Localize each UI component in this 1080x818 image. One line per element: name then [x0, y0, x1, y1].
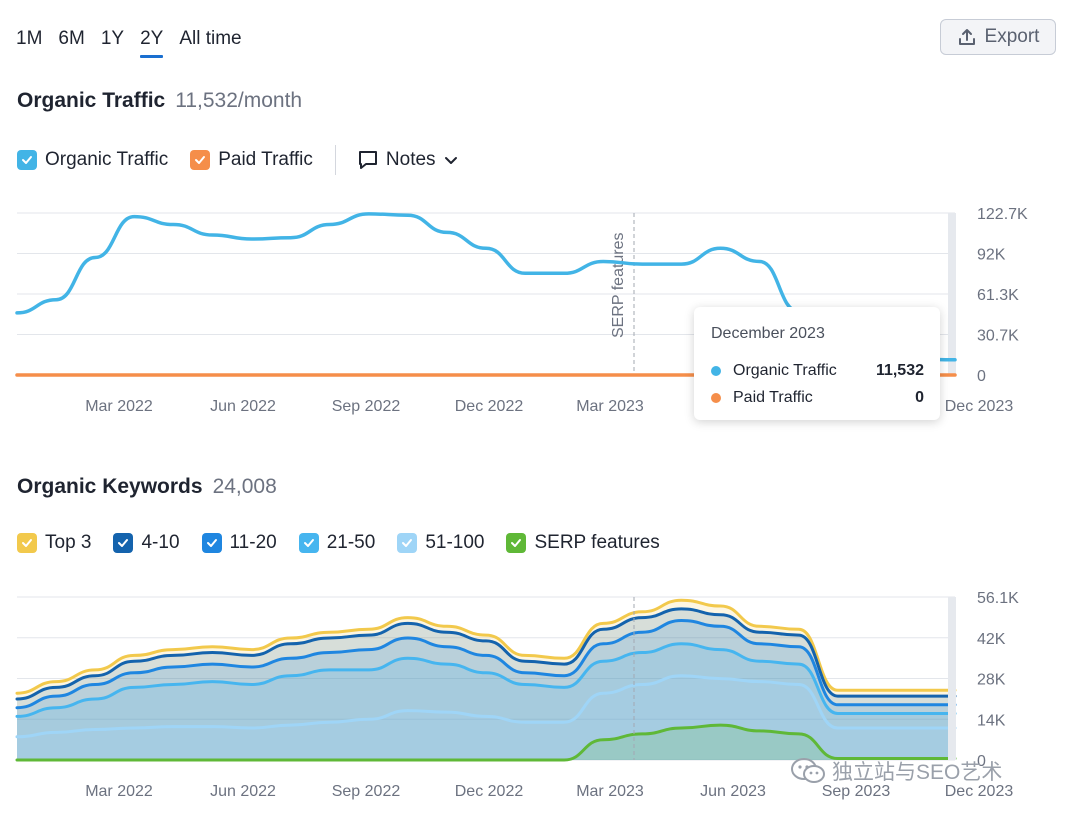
range-tab-1y[interactable]: 1Y — [100, 28, 125, 49]
keywords-legend: Top 3 4-10 11-20 21-50 51-100 SERP features — [17, 532, 682, 554]
notes-dropdown[interactable]: Notes — [358, 149, 458, 171]
x-tick-label: Mar 2022 — [85, 783, 153, 800]
checkbox-checked-icon — [17, 533, 37, 553]
range-tab-2y[interactable]: 2Y — [132, 26, 171, 58]
x-tick-label: Mar 2023 — [576, 783, 644, 800]
legend-label: Paid Traffic — [218, 149, 313, 170]
checkbox-checked-icon — [17, 150, 37, 170]
comment-icon — [358, 151, 377, 169]
chart-scroll-edge — [948, 213, 956, 375]
notes-label: Notes — [385, 149, 436, 170]
series-area-serp-features — [17, 725, 955, 760]
legend-label: SERP features — [534, 532, 660, 553]
legend-label: 51-100 — [425, 532, 485, 553]
traffic-title: Organic Traffic — [17, 89, 166, 112]
chart-scroll-edge — [948, 597, 956, 760]
checkbox-checked-icon — [201, 533, 222, 553]
y-tick-label: 42K — [977, 631, 1006, 648]
x-tick-label: Sep 2022 — [332, 783, 401, 800]
traffic-heading: Organic Traffic 11,532/month — [17, 89, 302, 113]
y-tick-label: 14K — [977, 712, 1006, 729]
series-area-top-3 — [17, 600, 955, 760]
traffic-value: 11,532/month — [175, 89, 303, 112]
tooltip-value: 0 — [915, 388, 924, 406]
checkbox-checked-icon — [397, 533, 418, 553]
range-tab-6m[interactable]: 6M — [58, 28, 85, 49]
y-tick-label: 122.7K — [977, 206, 1028, 223]
tooltip-label: Organic Traffic — [733, 361, 837, 379]
checkbox-checked-icon — [506, 533, 527, 553]
legend-label: Top 3 — [45, 532, 92, 553]
traffic-legend: Organic Traffic Paid Traffic Notes — [17, 145, 458, 175]
legend-paid-traffic[interactable]: Paid Traffic — [190, 149, 313, 171]
legend-label: 21-50 — [326, 532, 376, 553]
tooltip-date: December 2023 — [711, 325, 825, 342]
range-tabs: 1M 6M 1Y 2Y All time — [16, 26, 250, 58]
checkbox-checked-icon — [298, 533, 319, 553]
keywords-value: 24,008 — [212, 475, 277, 498]
series-line-serp-features[interactable] — [15, 723, 957, 762]
series-area-4-10 — [17, 608, 955, 760]
y-tick-label: 0 — [977, 368, 986, 385]
series-line-21-50[interactable] — [15, 642, 957, 718]
series-area-21-50 — [17, 643, 955, 760]
x-tick-label: Mar 2022 — [85, 398, 153, 415]
legend-divider — [334, 145, 336, 175]
x-tick-label: Sep 2023 — [822, 783, 891, 800]
export-button[interactable]: Export — [940, 19, 1056, 55]
y-tick-label: 61.3K — [977, 287, 1019, 304]
export-label: Export — [984, 26, 1040, 47]
range-tab-1m[interactable]: 1M — [16, 28, 43, 49]
series-line-11-20[interactable] — [15, 619, 957, 710]
watermark: 独立站与SEO艺术 — [790, 756, 1002, 786]
series-line-51-100[interactable] — [15, 674, 957, 739]
legend-organic-traffic[interactable]: Organic Traffic — [17, 149, 168, 171]
upload-icon — [958, 29, 975, 45]
legend-21-50[interactable]: 21-50 — [298, 532, 376, 554]
serp-annotation-label: SERP features — [610, 232, 627, 338]
legend-serp-features[interactable]: SERP features — [506, 532, 660, 554]
x-tick-label: Dec 2023 — [945, 398, 1014, 415]
legend-51-100[interactable]: 51-100 — [397, 532, 484, 554]
paid-dot-icon — [711, 392, 721, 403]
legend-label: 4-10 — [141, 532, 180, 553]
range-tab-all-time[interactable]: All time — [179, 28, 242, 49]
y-tick-label: 92K — [977, 247, 1006, 264]
tooltip-value: 11,532 — [875, 361, 924, 379]
x-tick-label: Dec 2022 — [455, 398, 524, 415]
y-tick-label: 30.7K — [977, 328, 1019, 345]
legend-label: Organic Traffic — [45, 149, 169, 170]
y-tick-label: 56.1K — [977, 590, 1019, 607]
tooltip-row-paid: Paid Traffic 0 — [711, 384, 924, 411]
watermark-text: 独立站与SEO艺术 — [832, 761, 1003, 784]
x-tick-label: Mar 2023 — [576, 398, 644, 415]
y-tick-label: 0 — [977, 753, 986, 770]
keywords-title: Organic Keywords — [17, 475, 203, 498]
keywords-heading: Organic Keywords 24,008 — [17, 475, 277, 499]
y-tick-label: 28K — [977, 672, 1006, 689]
chart-tooltip: December 2023 Organic Traffic 11,532 Pai… — [694, 307, 940, 420]
x-tick-label: Dec 2023 — [945, 783, 1014, 800]
x-tick-label: Dec 2022 — [455, 783, 524, 800]
organic-dot-icon — [711, 365, 721, 376]
checkbox-checked-icon — [113, 533, 134, 553]
legend-label: 11-20 — [229, 532, 277, 553]
wechat-icon — [791, 758, 825, 783]
keywords-chart: Mar 2022 Jun 2022 Sep 2022 Dec 2022 Mar 2023… — [15, 590, 1019, 800]
x-tick-label: Jun 2023 — [700, 783, 766, 800]
legend-11-20[interactable]: 11-20 — [201, 532, 277, 554]
tooltip-label: Paid Traffic — [733, 388, 813, 406]
x-tick-label: Jun 2022 — [210, 398, 276, 415]
x-tick-label: Jun 2022 — [210, 783, 276, 800]
tooltip-row-organic: Organic Traffic 11,532 — [711, 357, 924, 384]
series-line-4-10[interactable] — [15, 607, 957, 701]
legend-top-3[interactable]: Top 3 — [17, 532, 91, 554]
x-tick-label: Sep 2022 — [332, 398, 401, 415]
chevron-down-icon — [444, 157, 457, 164]
legend-4-10[interactable]: 4-10 — [113, 532, 180, 554]
checkbox-checked-icon — [190, 150, 211, 170]
series-line-top-3[interactable] — [15, 598, 957, 695]
